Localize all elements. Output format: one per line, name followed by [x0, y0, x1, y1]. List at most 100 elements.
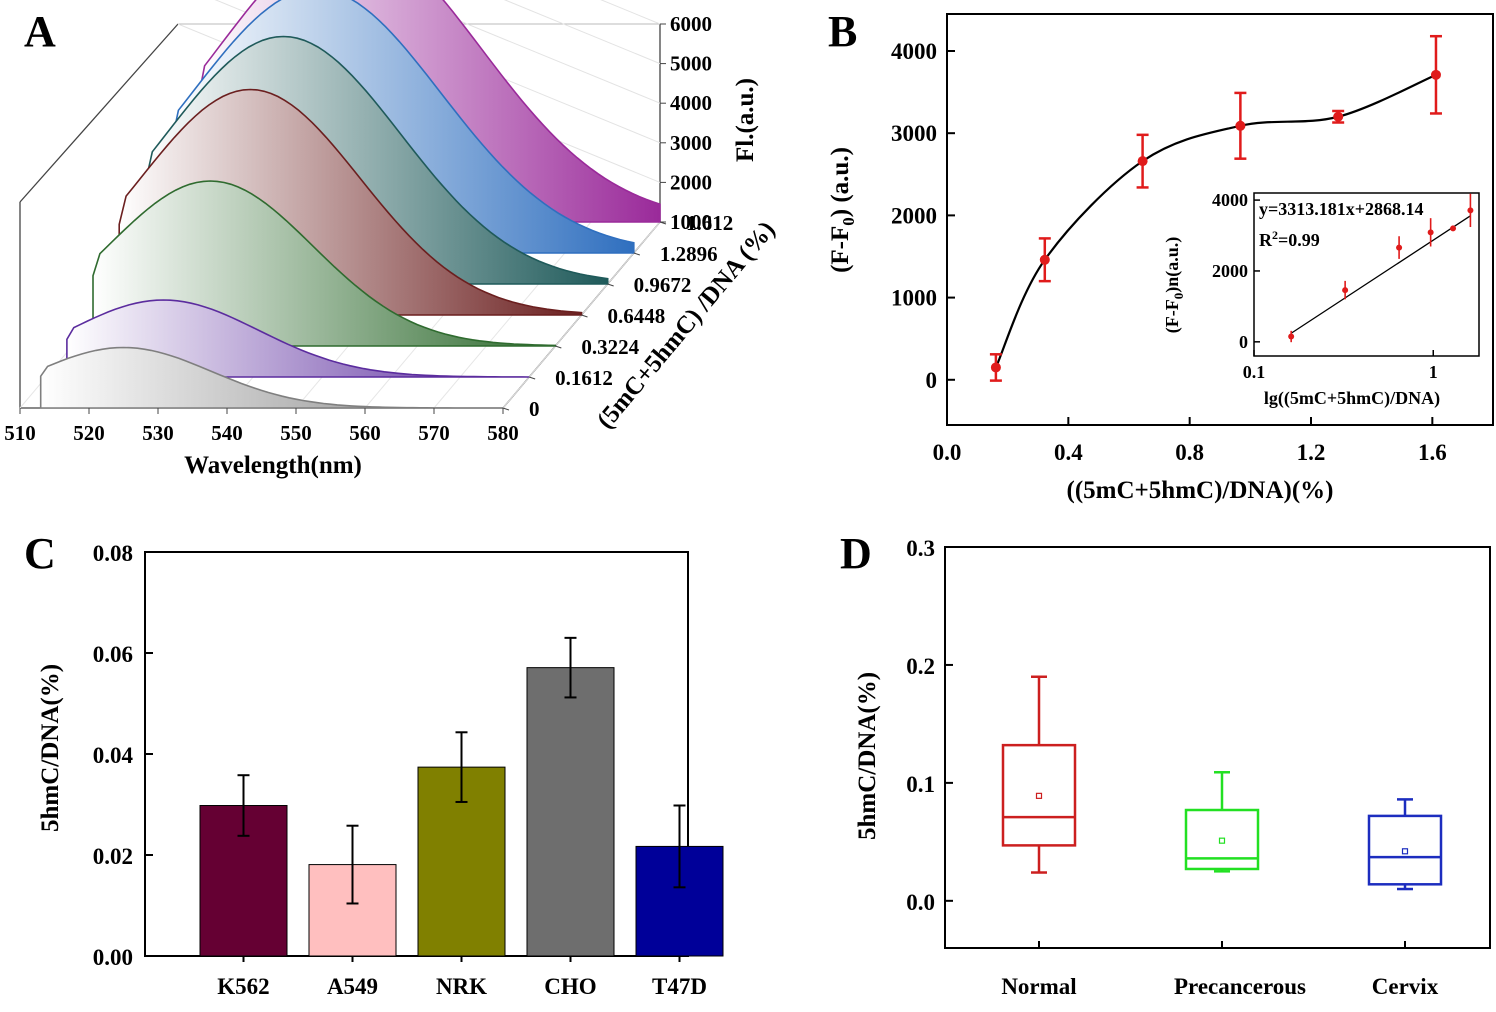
panel-c-bar-chart: C 0.00 0.02 0.04 0.06 0.08 K562 A549 NRK CHO T47D… [24, 529, 724, 999]
x-tick-label: Precancerous [1174, 974, 1306, 999]
inset-frame [1253, 192, 1480, 357]
inset-y-tick-label: 2000 [1212, 261, 1248, 281]
panel-b-calibration: B 0.0 0.4 0.8 1.2 1.6 0 1000 2000 3000 4000 ((5mC… [827, 7, 1494, 504]
y-tick-label: 0.02 [93, 844, 133, 869]
x-tick-label: 1.2 [1297, 440, 1326, 465]
y-tick-label: 0.2 [906, 654, 935, 679]
x-tick-label: NRK [436, 974, 487, 999]
fit-curve [994, 73, 1437, 368]
y-axis-title: Fl.(a.u.) [732, 78, 759, 162]
y-tick-label: 1000 [891, 286, 937, 311]
x-tick-label: T47D [652, 974, 707, 999]
y-tick-label: 0 [926, 368, 938, 393]
y-axis-title: 5hmC/DNA(%) [37, 664, 64, 832]
z-tick-labels: 0 0.1612 0.3224 0.6448 0.9672 1.2896 1.612 [502, 211, 733, 421]
y-tick-label: 0.1 [906, 772, 935, 797]
data-point [1235, 120, 1246, 131]
panel-label-a: A [24, 7, 56, 56]
plot-frame [944, 546, 1491, 949]
y-axis-title: 5hmC/DNA(%) [854, 672, 881, 840]
x-tick-label: CHO [544, 974, 596, 999]
axis-ticks: 0.0 0.4 0.8 1.2 1.6 0 1000 2000 3000 4000 [891, 39, 1447, 465]
x-tick-label: 570 [418, 421, 450, 445]
y-tick-label: 0.3 [906, 536, 935, 561]
x-tick-label: 540 [211, 421, 243, 445]
inset-r2: R2=0.99 [1259, 228, 1320, 250]
x-tick-label: 550 [280, 421, 312, 445]
axis-ticks: 0.00 0.02 0.04 0.06 0.08 K562 A549 NRK CHO T47D [93, 541, 707, 999]
x-tick-label: 0.4 [1054, 440, 1083, 465]
x-tick-label: 580 [487, 421, 519, 445]
z-tick-label: 0.6448 [608, 304, 666, 328]
mean-marker-cervix [1401, 848, 1409, 855]
y-tick-label: 0.06 [93, 642, 133, 667]
y-tick-label: 0.0 [906, 890, 935, 915]
mean-marker-precancerous [1218, 837, 1226, 844]
z-tick-label: 0.3224 [581, 335, 639, 359]
spectrum-ribbon-0 [39, 346, 503, 409]
mean-marker-normal [1035, 792, 1043, 799]
inset-equation: y=3313.181x+2868.14 [1259, 199, 1424, 219]
x-tick-label: Cervix [1372, 974, 1439, 999]
z-tick-label: 0.1612 [555, 366, 613, 390]
x-tick-label: A549 [327, 974, 378, 999]
inset-ticks: 0.1 1 0 2000 4000 [1212, 190, 1438, 382]
y-tick-label: 0.00 [93, 945, 133, 970]
inset-fit-line [1290, 215, 1471, 334]
y-tick-label: 2000 [670, 170, 712, 194]
z-tick-mark [529, 376, 536, 380]
plot-frame [946, 13, 1494, 426]
y-tick-label: 0.08 [93, 541, 133, 566]
y-tick-label: 5000 [670, 52, 712, 76]
spectra-ribbons [39, 0, 661, 409]
boxes [1001, 675, 1443, 891]
spectrum-ribbon-2 [92, 180, 557, 347]
z-tick-mark [659, 221, 667, 225]
x-tick-labels: 510 520 530 540 550 560 570 580 [4, 408, 519, 445]
y-tick-label: 2000 [891, 203, 937, 228]
data-point [1039, 254, 1050, 265]
y-tick-labels: 1000 2000 3000 4000 5000 6000 [660, 12, 712, 234]
x-axis-title: ((5mC+5hmC)/DNA)(%) [1067, 477, 1334, 504]
z-tick-mark [633, 252, 640, 256]
data-point [1137, 156, 1148, 167]
y-axis-title: (F-F0) (a.u.) [827, 147, 858, 273]
inset-x-title: lg((5mC+5hmC)/DNA) [1264, 388, 1440, 409]
inset-data-point [1342, 287, 1349, 294]
panel-a-3d-spectra: A 510 520 530 540 550 560 570 580 1000 2000 3000 4… [4, 0, 781, 479]
z-tick-label: 1.2896 [660, 242, 718, 266]
inset-data-point [1288, 333, 1295, 340]
panel-label-b: B [828, 7, 857, 56]
z-tick-label: 1.612 [686, 211, 733, 235]
box-normal [1001, 743, 1077, 847]
y-tick-label: 1000 [670, 210, 712, 234]
bar-cho [526, 667, 615, 957]
bars [199, 636, 724, 957]
inset-data-point [1427, 229, 1434, 236]
inset-y-tick-label: 0 [1239, 332, 1248, 352]
data-point [1333, 111, 1344, 122]
box-cervix [1367, 814, 1443, 886]
x-tick-label: 560 [349, 421, 381, 445]
x-tick-label: 530 [142, 421, 174, 445]
z-tick-mark [607, 283, 614, 287]
inset-y-tick-label: 4000 [1212, 190, 1248, 210]
y-tick-label: 3000 [670, 131, 712, 155]
x-tick-label: 520 [73, 421, 105, 445]
panel-d-box-plot: D 0.0 0.1 0.2 0.3 Normal Precancerous Cervix 5… [840, 529, 1491, 999]
axis-ticks: 0.0 0.1 0.2 0.3 Normal Precancerous Cervix [906, 536, 1438, 999]
x-tick-label: 1.6 [1418, 440, 1447, 465]
panel-label-d: D [840, 529, 872, 578]
z-tick-mark [581, 314, 588, 318]
y-tick-label: 4000 [891, 39, 937, 64]
x-tick-label: Normal [1001, 974, 1076, 999]
inset-points [1288, 193, 1474, 343]
data-points [989, 34, 1442, 382]
x-tick-label: 0.8 [1175, 440, 1204, 465]
inset-data-point [1396, 244, 1403, 251]
y-tick-label: 6000 [670, 12, 712, 36]
inset-data-point [1450, 225, 1457, 232]
y-tick-label: 0.04 [93, 743, 134, 768]
data-point [990, 362, 1001, 373]
